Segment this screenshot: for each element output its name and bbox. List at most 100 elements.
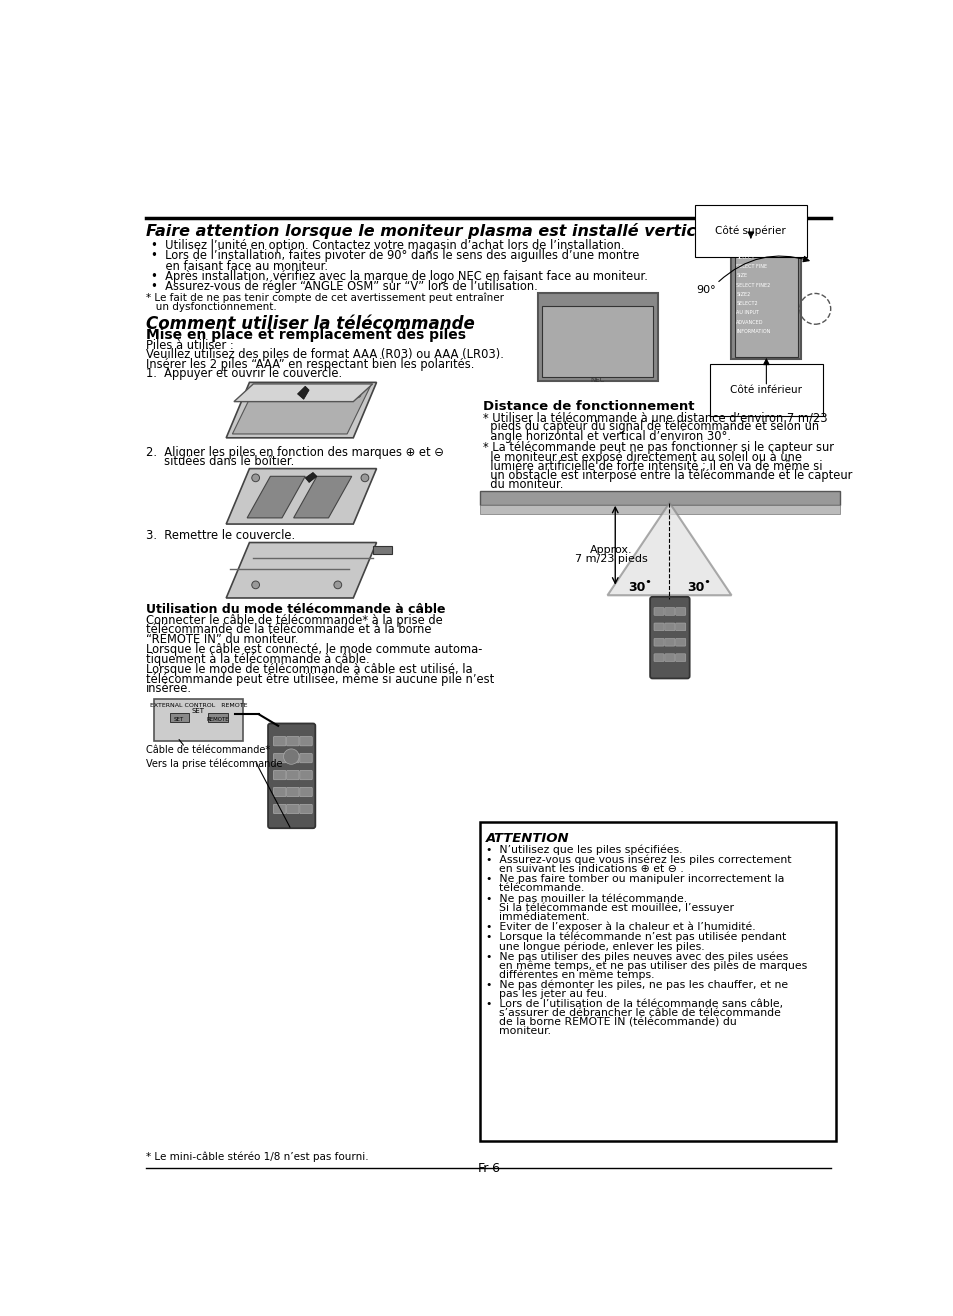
FancyBboxPatch shape xyxy=(734,257,798,357)
FancyBboxPatch shape xyxy=(664,622,674,630)
FancyBboxPatch shape xyxy=(664,654,674,662)
FancyBboxPatch shape xyxy=(479,821,835,1141)
Text: 30˚: 30˚ xyxy=(628,582,651,595)
Text: •  Utilisez l’unité en option. Contactez votre magasin d’achat lors de l’install: • Utilisez l’unité en option. Contactez … xyxy=(151,238,624,251)
FancyBboxPatch shape xyxy=(268,724,315,828)
Text: “REMOTE IN” du moniteur.: “REMOTE IN” du moniteur. xyxy=(146,633,298,646)
FancyBboxPatch shape xyxy=(664,638,674,646)
FancyBboxPatch shape xyxy=(675,654,685,662)
FancyBboxPatch shape xyxy=(299,754,312,763)
Circle shape xyxy=(283,749,298,765)
Text: un dysfonctionnement.: un dysfonctionnement. xyxy=(146,301,276,312)
Polygon shape xyxy=(305,472,316,483)
Text: •  Eviter de l’exposer à la chaleur et à l’humidité.: • Eviter de l’exposer à la chaleur et à … xyxy=(485,921,755,932)
Circle shape xyxy=(353,390,360,397)
FancyBboxPatch shape xyxy=(675,608,685,616)
Text: Lorsque le câble est connecté, le mode commute automa-: Lorsque le câble est connecté, le mode c… xyxy=(146,644,482,657)
Text: Côté supérier: Côté supérier xyxy=(715,225,785,236)
FancyBboxPatch shape xyxy=(649,597,689,679)
Text: AU INPUT: AU INPUT xyxy=(736,311,759,316)
Text: une longue période, enlever les piles.: une longue période, enlever les piles. xyxy=(492,941,704,951)
Text: ATTENTION: ATTENTION xyxy=(485,833,569,845)
Text: pieds du capteur du signal de télécommande et selon un: pieds du capteur du signal de télécomman… xyxy=(483,421,819,433)
Text: ADVANCED: ADVANCED xyxy=(736,320,762,325)
Text: 30˚: 30˚ xyxy=(686,582,710,595)
Text: Mise en place et remplacement des piles: Mise en place et remplacement des piles xyxy=(146,329,466,342)
Text: •  Assurez-vous de régler “ANGLE OSM” sur “V” lors de l’utilisation.: • Assurez-vous de régler “ANGLE OSM” sur… xyxy=(151,280,537,293)
Text: Utilisation du mode télécommande à câble: Utilisation du mode télécommande à câble xyxy=(146,603,445,616)
Text: télécommande de la télécommande et à la borne: télécommande de la télécommande et à la … xyxy=(146,624,432,637)
Text: Si la télécommande est mouillée, l’essuyer: Si la télécommande est mouillée, l’essuy… xyxy=(492,903,733,913)
Text: angle horizontal et vertical d’environ 30°.: angle horizontal et vertical d’environ 3… xyxy=(483,430,731,442)
FancyBboxPatch shape xyxy=(154,699,243,741)
Text: REMOTE: REMOTE xyxy=(206,716,229,721)
Text: •  Après installation, vérifiez avec la marque de logo NEC en faisant face au mo: • Après installation, vérifiez avec la m… xyxy=(151,270,647,283)
Text: Piles à utiliser :: Piles à utiliser : xyxy=(146,340,233,353)
Text: 1.  Appuyer et ouvrir le couvercle.: 1. Appuyer et ouvrir le couvercle. xyxy=(146,367,342,380)
FancyBboxPatch shape xyxy=(542,305,653,378)
Text: 7 m/23 pieds: 7 m/23 pieds xyxy=(575,554,647,563)
Text: situées dans le boîtier.: situées dans le boîtier. xyxy=(146,455,294,467)
Text: PICTURE: PICTURE xyxy=(736,246,756,251)
Text: Connecter le câble de télécommande* à la prise de: Connecter le câble de télécommande* à la… xyxy=(146,615,442,628)
Polygon shape xyxy=(226,383,376,438)
FancyBboxPatch shape xyxy=(286,737,298,746)
Polygon shape xyxy=(226,468,376,524)
Text: Câble de télécommande*: Câble de télécommande* xyxy=(146,745,271,755)
Text: SELECT FINE2: SELECT FINE2 xyxy=(736,283,770,288)
Text: 90°: 90° xyxy=(696,286,716,295)
Text: un obstacle est interposé entre la télécommande et le capteur: un obstacle est interposé entre la téléc… xyxy=(483,468,852,482)
Text: * Le mini-câble stéréo 1/8 n’est pas fourni.: * Le mini-câble stéréo 1/8 n’est pas fou… xyxy=(146,1152,369,1162)
Text: SELECT2: SELECT2 xyxy=(736,301,757,307)
Polygon shape xyxy=(294,476,352,519)
FancyBboxPatch shape xyxy=(286,754,298,763)
Text: en même temps, et ne pas utiliser des piles de marques: en même temps, et ne pas utiliser des pi… xyxy=(492,961,806,971)
Text: télécommande.: télécommande. xyxy=(492,883,584,894)
Polygon shape xyxy=(373,546,392,554)
Text: en faisant face au moniteur.: en faisant face au moniteur. xyxy=(151,259,328,272)
Text: EXTERNAL CONTROL   REMOTE: EXTERNAL CONTROL REMOTE xyxy=(150,703,247,708)
Text: * La télécommande peut ne pas fonctionner si le capteur sur: * La télécommande peut ne pas fonctionne… xyxy=(483,441,834,454)
Text: •  Ne pas utiliser des piles neuves avec des piles usées: • Ne pas utiliser des piles neuves avec … xyxy=(485,951,787,962)
FancyBboxPatch shape xyxy=(274,787,286,796)
FancyBboxPatch shape xyxy=(654,654,663,662)
FancyBboxPatch shape xyxy=(274,804,286,813)
Text: tiquement à la télécommande à câble.: tiquement à la télécommande à câble. xyxy=(146,653,370,666)
Text: SIZE: SIZE xyxy=(736,274,746,279)
Circle shape xyxy=(334,582,341,588)
Circle shape xyxy=(252,582,259,588)
Text: en suivant les indications ⊕ et ⊖ .: en suivant les indications ⊕ et ⊖ . xyxy=(492,865,683,874)
Text: * Le fait de ne pas tenir compte de cet avertissement peut entraîner: * Le fait de ne pas tenir compte de cet … xyxy=(146,292,504,303)
Circle shape xyxy=(360,474,369,482)
FancyBboxPatch shape xyxy=(675,622,685,630)
Text: lumière artificielle de forte intensité ; il en va de même si: lumière artificielle de forte intensité … xyxy=(483,459,822,472)
Text: inséree.: inséree. xyxy=(146,682,193,695)
Polygon shape xyxy=(607,503,731,595)
Text: •  N’utilisez que les piles spécifiées.: • N’utilisez que les piles spécifiées. xyxy=(485,845,681,855)
Text: le moniteur est exposé directement au soleil ou à une: le moniteur est exposé directement au so… xyxy=(483,450,801,463)
Text: Comment utiliser la télécommande: Comment utiliser la télécommande xyxy=(146,316,475,333)
Text: •  Ne pas démonter les piles, ne pas les chauffer, et ne: • Ne pas démonter les piles, ne pas les … xyxy=(485,979,787,990)
Text: •  Assurez-vous que vous insérez les piles correctement: • Assurez-vous que vous insérez les pile… xyxy=(485,855,790,866)
FancyBboxPatch shape xyxy=(299,770,312,779)
FancyBboxPatch shape xyxy=(664,608,674,616)
FancyBboxPatch shape xyxy=(286,804,298,813)
Text: Lorsque le mode de télécommande à câble est utilisé, la: Lorsque le mode de télécommande à câble … xyxy=(146,663,473,676)
Text: •  Lors de l’installation, faites pivoter de 90° dans le sens des aiguilles d’un: • Lors de l’installation, faites pivoter… xyxy=(151,249,639,262)
Text: •  Lorsque la télécommande n’est pas utilisée pendant: • Lorsque la télécommande n’est pas util… xyxy=(485,932,785,942)
Text: moniteur.: moniteur. xyxy=(492,1026,551,1037)
Text: Faire attention lorsque le moniteur plasma est installé verticalement: Faire attention lorsque le moniteur plas… xyxy=(146,222,769,238)
Text: •  Lors de l’utilisation de la télécommande sans câble,: • Lors de l’utilisation de la télécomman… xyxy=(485,999,782,1009)
FancyBboxPatch shape xyxy=(286,787,298,796)
Text: Approx.: Approx. xyxy=(590,545,632,555)
Text: •  Ne pas faire tomber ou manipuler incorrectement la: • Ne pas faire tomber ou manipuler incor… xyxy=(485,874,783,884)
Polygon shape xyxy=(233,386,370,434)
Text: 3.  Remettre le couvercle.: 3. Remettre le couvercle. xyxy=(146,529,295,542)
Text: Vers la prise télécommande: Vers la prise télécommande xyxy=(146,758,283,769)
Text: pas les jeter au feu.: pas les jeter au feu. xyxy=(492,988,607,999)
FancyBboxPatch shape xyxy=(299,804,312,813)
Circle shape xyxy=(252,474,259,482)
Polygon shape xyxy=(297,386,309,399)
Text: Veuillez utilisez des piles de format AAA (R03) ou AAA (LR03).: Veuillez utilisez des piles de format AA… xyxy=(146,349,504,362)
Text: immédiatement.: immédiatement. xyxy=(492,912,589,921)
